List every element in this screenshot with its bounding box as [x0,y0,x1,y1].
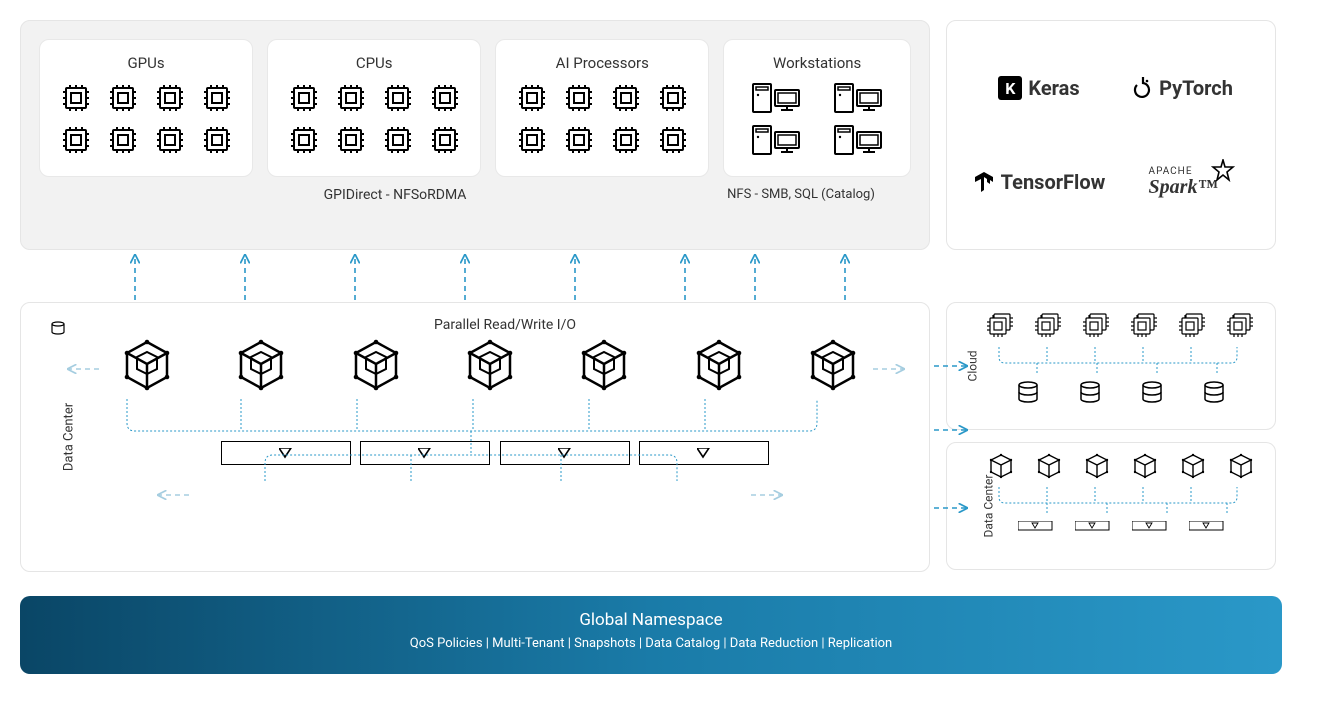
chip-icon [60,82,92,114]
tensorflow-icon [973,170,995,194]
cube-sm-icon [1132,453,1158,479]
chip-icon [154,124,186,156]
workstation-icon [749,82,803,116]
ws-grid [742,82,892,158]
chip-stack-icon [1179,313,1207,339]
arrows-compute-to-dc [20,252,930,302]
chip-stack-icon [987,313,1015,339]
chip-icon [107,82,139,114]
chip-icon [107,124,139,156]
protocol-right: NFS - SMB, SQL (Catalog) [691,187,911,203]
chip-icon [657,82,689,114]
db-icon [1017,381,1039,403]
protocol-left: GPIDirect - NFSoRDMA [39,187,691,203]
chip-icon [288,124,320,156]
chip-icon [60,124,92,156]
gpus-title: GPUs [58,54,234,72]
arrows-dc-to-side [930,300,980,570]
cube-sm-icon [1036,453,1062,479]
tensorflow-logo: TensorFlow [973,170,1106,194]
chip-icon [335,124,367,156]
chip-icon [154,82,186,114]
db-icon [1203,381,1225,403]
pytorch-logo: PyTorch [1133,76,1233,100]
ai-card: AI Processors [495,39,709,177]
gn-features: QoS Policies | Multi-Tenant | Snapshots … [20,636,1282,651]
workstation-icon [831,124,885,158]
workstation-icon [749,124,803,158]
chip-stack-icon [1035,313,1063,339]
chip-icon [516,82,548,114]
ws-card: Workstations [723,39,911,177]
chip-icon [201,82,233,114]
ai-title: AI Processors [514,54,690,72]
global-namespace-banner: Global Namespace QoS Policies | Multi-Te… [20,596,1282,674]
mini-storage-icon [1075,521,1111,532]
chip-icon [516,124,548,156]
chip-icon [288,82,320,114]
chip-icon [429,124,461,156]
middle-row: Data Center Parallel Read/Write I/O [20,302,1299,572]
chip-icon [382,124,414,156]
db-icon [1141,381,1163,403]
cube-sm-icon [1228,453,1254,479]
mini-storage-icon [1018,521,1054,532]
datacenter-panel: Data Center Parallel Read/Write I/O [20,302,930,572]
chip-icon [429,82,461,114]
gn-title: Global Namespace [20,610,1282,630]
gpus-card: GPUs [39,39,253,177]
compute-container: GPUs CPUs [20,20,930,250]
mini-storage-icon [1132,521,1168,532]
workstation-icon [831,82,885,116]
cloud-panel: Cloud [946,302,1276,430]
spark-star-icon [1211,159,1235,183]
chip-icon [382,82,414,114]
cpus-card: CPUs [267,39,481,177]
mini-dc-connector [977,487,1267,517]
frameworks-panel: KKeras PyTorch TensorFlow APACHE Spark™ [946,20,1276,250]
ws-title: Workstations [742,54,892,72]
chip-icon [610,124,642,156]
chip-stack-icon [1083,313,1111,339]
pytorch-icon [1133,76,1153,100]
chip-icon [610,82,642,114]
cpus-title: CPUs [286,54,462,72]
chip-icon [201,124,233,156]
cpus-grid [286,82,462,156]
cube-sm-icon [1084,453,1110,479]
chip-icon [563,124,595,156]
db-icon [1079,381,1101,403]
chip-icon [657,124,689,156]
chip-stack-icon [1131,313,1159,339]
gpus-grid [58,82,234,156]
top-row: GPUs CPUs [20,20,1299,250]
mini-storage-icon [1189,521,1225,532]
dc-inner-lines [21,303,931,573]
mini-dc-panel: Data Center [946,442,1276,570]
chip-icon [563,82,595,114]
keras-logo: KKeras [998,76,1079,100]
chip-icon [335,82,367,114]
side-column: Cloud [946,302,1276,572]
mini-dc-label: Data Center [982,475,996,538]
ai-grid [514,82,690,156]
cloud-connector [977,347,1267,377]
chip-stack-icon [1227,313,1255,339]
spark-logo: APACHE Spark™ [1149,167,1218,197]
cube-sm-icon [1180,453,1206,479]
